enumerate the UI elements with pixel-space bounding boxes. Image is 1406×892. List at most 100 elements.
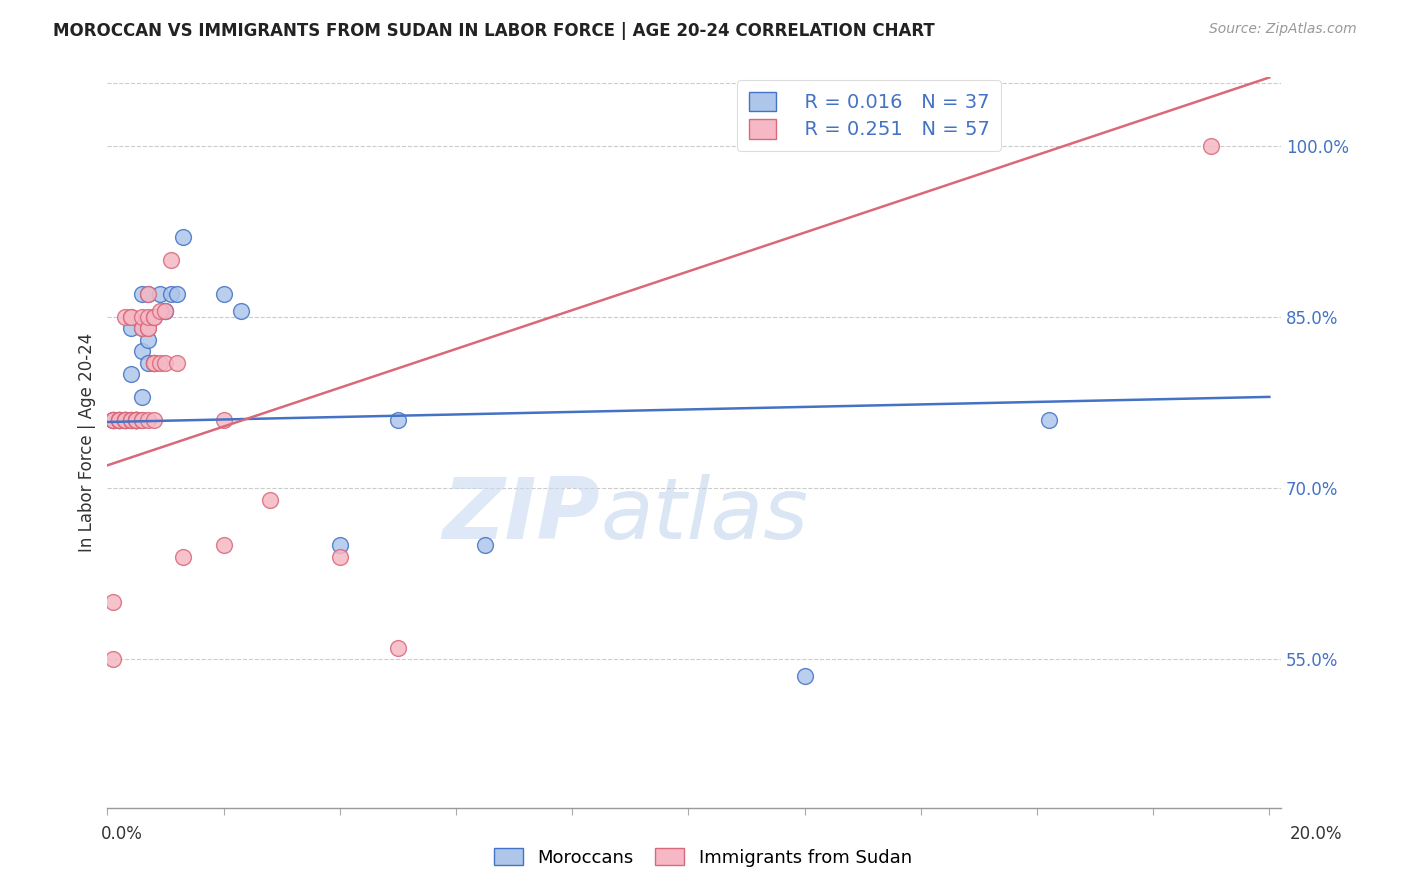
Y-axis label: In Labor Force | Age 20-24: In Labor Force | Age 20-24 [79, 333, 96, 552]
Point [125, 413, 148, 427]
Point [114, 413, 136, 427]
Point [155, 304, 177, 318]
Point [120, 413, 142, 427]
Text: atlas: atlas [600, 474, 808, 557]
Point [793, 669, 815, 683]
Point [131, 321, 153, 335]
Point [212, 287, 235, 301]
Text: 0.0%: 0.0% [101, 825, 143, 843]
Point [103, 413, 125, 427]
Point [108, 413, 131, 427]
Point [125, 413, 148, 427]
Point [125, 413, 148, 427]
Point [131, 321, 153, 335]
Point [136, 321, 159, 335]
Point [120, 310, 142, 324]
Point [142, 310, 165, 324]
Point [142, 356, 165, 370]
Point [136, 321, 159, 335]
Point [125, 413, 148, 427]
Point [125, 413, 148, 427]
Point [136, 333, 159, 347]
Point [103, 413, 125, 427]
Text: MOROCCAN VS IMMIGRANTS FROM SUDAN IN LABOR FORCE | AGE 20-24 CORRELATION CHART: MOROCCAN VS IMMIGRANTS FROM SUDAN IN LAB… [53, 22, 935, 40]
Text: ZIP: ZIP [443, 474, 600, 557]
Legend: Moroccans, Immigrants from Sudan: Moroccans, Immigrants from Sudan [486, 841, 920, 874]
Point [131, 413, 153, 427]
Point [114, 413, 136, 427]
Text: Source: ZipAtlas.com: Source: ZipAtlas.com [1209, 22, 1357, 37]
Point [387, 413, 409, 427]
Point [103, 413, 125, 427]
Point [131, 310, 153, 324]
Point [114, 310, 136, 324]
Point [108, 413, 131, 427]
Point [125, 413, 148, 427]
Point [131, 344, 153, 359]
Point [125, 413, 148, 427]
Point [136, 310, 159, 324]
Point [114, 413, 136, 427]
Point [160, 252, 183, 267]
Point [142, 356, 165, 370]
Point [108, 413, 131, 427]
Point [125, 413, 148, 427]
Point [125, 413, 148, 427]
Point [131, 390, 153, 404]
Point [172, 549, 194, 564]
Point [329, 549, 352, 564]
Point [120, 413, 142, 427]
Point [136, 356, 159, 370]
Point [103, 413, 125, 427]
Point [125, 413, 148, 427]
Point [166, 287, 188, 301]
Point [149, 287, 172, 301]
Point [120, 310, 142, 324]
Point [114, 413, 136, 427]
Point [142, 310, 165, 324]
Point [155, 304, 177, 318]
Point [108, 413, 131, 427]
Point [125, 413, 148, 427]
Point [142, 356, 165, 370]
Text: 20.0%: 20.0% [1291, 825, 1343, 843]
Point [172, 230, 194, 244]
Point [103, 652, 125, 666]
Point [120, 367, 142, 381]
Point [114, 413, 136, 427]
Point [108, 413, 131, 427]
Point [114, 413, 136, 427]
Point [329, 538, 352, 552]
Point [136, 413, 159, 427]
Legend:   R = 0.016   N = 37,   R = 0.251   N = 57: R = 0.016 N = 37, R = 0.251 N = 57 [737, 80, 1001, 151]
Point [1038, 413, 1060, 427]
Point [114, 413, 136, 427]
Point [136, 287, 159, 301]
Point [155, 304, 177, 318]
Point [125, 413, 148, 427]
Point [120, 321, 142, 335]
Point [1199, 139, 1222, 153]
Point [120, 413, 142, 427]
Point [474, 538, 496, 552]
Point [155, 356, 177, 370]
Point [142, 413, 165, 427]
Point [131, 287, 153, 301]
Point [131, 413, 153, 427]
Point [108, 413, 131, 427]
Point [136, 287, 159, 301]
Point [103, 413, 125, 427]
Point [114, 413, 136, 427]
Point [142, 356, 165, 370]
Point [103, 595, 125, 609]
Point [387, 640, 409, 655]
Point [108, 413, 131, 427]
Point [166, 356, 188, 370]
Point [120, 413, 142, 427]
Point [142, 356, 165, 370]
Point [149, 356, 172, 370]
Point [259, 492, 281, 507]
Point [212, 413, 235, 427]
Point [212, 538, 235, 552]
Point [229, 304, 252, 318]
